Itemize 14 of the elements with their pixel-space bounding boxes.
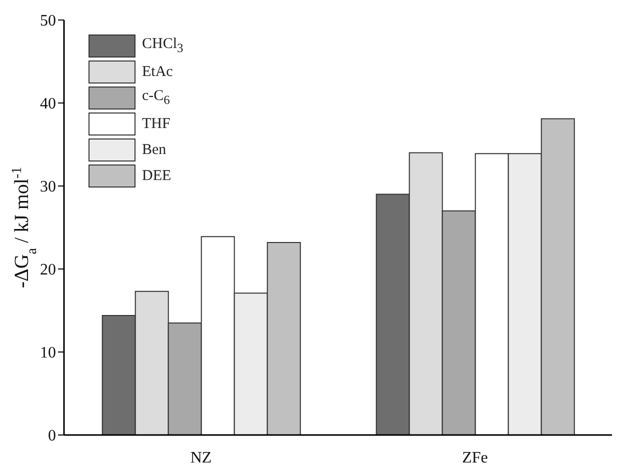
legend-label: Ben [142,142,166,158]
legend-label: c-C$_{6}$ [142,88,170,108]
x-tick-label: ZFe [462,449,488,466]
y-tick-label: 20 [40,262,56,279]
legend-label: EtAc [142,64,173,80]
y-tick-label: 50 [40,12,56,30]
y-tick-label: 0 [48,428,56,445]
y-tick-label: 40 [40,96,56,113]
legend-label: CHCl$_{3}$ [142,36,184,56]
legend-label: DEE [142,168,172,184]
y-tick-label: 30 [40,178,56,196]
y-tick-label: 10 [40,344,56,362]
legend-label: THF [142,116,170,132]
x-tick-label: NZ [190,449,212,466]
